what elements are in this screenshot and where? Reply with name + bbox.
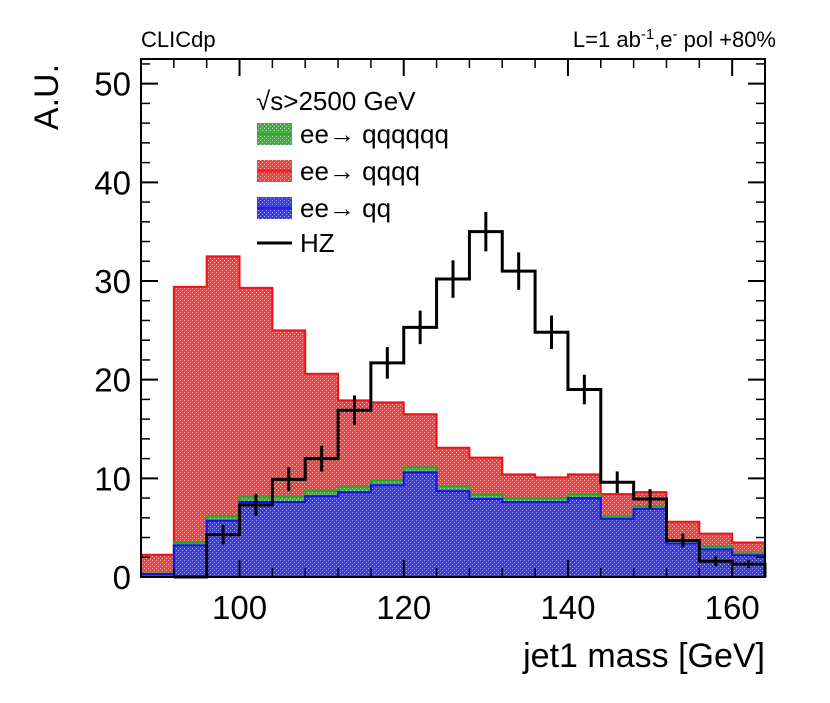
legend-label-qqqq: ee→ qqqq: [300, 156, 420, 186]
y-axis-title: A.U.: [28, 64, 66, 130]
x-axis-title: jet1 mass [GeV]: [522, 637, 765, 675]
y-tick-label: 20: [94, 362, 131, 399]
y-tick-label: 0: [113, 559, 131, 596]
qqqq-outline: [141, 255, 765, 556]
hz-overlay: [173, 211, 767, 579]
legend-label-hz: HZ: [300, 228, 335, 258]
x-tick-label: 160: [705, 589, 760, 626]
hz-line: [173, 230, 767, 579]
y-tick-label: 10: [94, 460, 131, 497]
x-tick-label: 120: [376, 589, 431, 626]
luminosity-label: L=1 ab-1,e- pol +80%: [573, 26, 776, 52]
axis-ticks: 0 10 20 30 40 50 100 120 140 160: [94, 59, 766, 626]
y-tick-label: 30: [94, 263, 131, 300]
legend-label-qq: ee→ qq: [300, 193, 391, 223]
qq-fill: [141, 472, 765, 577]
x-tick-label: 140: [540, 589, 595, 626]
legend-header: √s>2500 GeV: [256, 86, 416, 116]
experiment-label: CLICdp: [141, 27, 216, 52]
legend-label-qqqqqq: ee→ qqqqqq: [300, 119, 449, 149]
y-tick-label: 50: [94, 66, 131, 103]
y-tick-label: 40: [94, 164, 131, 201]
legend: √s>2500 GeV ee→ qqqqqq ee→ qqqq ee→ qq H…: [256, 86, 449, 258]
x-tick-label: 100: [212, 589, 267, 626]
plot-frame: [140, 58, 766, 578]
